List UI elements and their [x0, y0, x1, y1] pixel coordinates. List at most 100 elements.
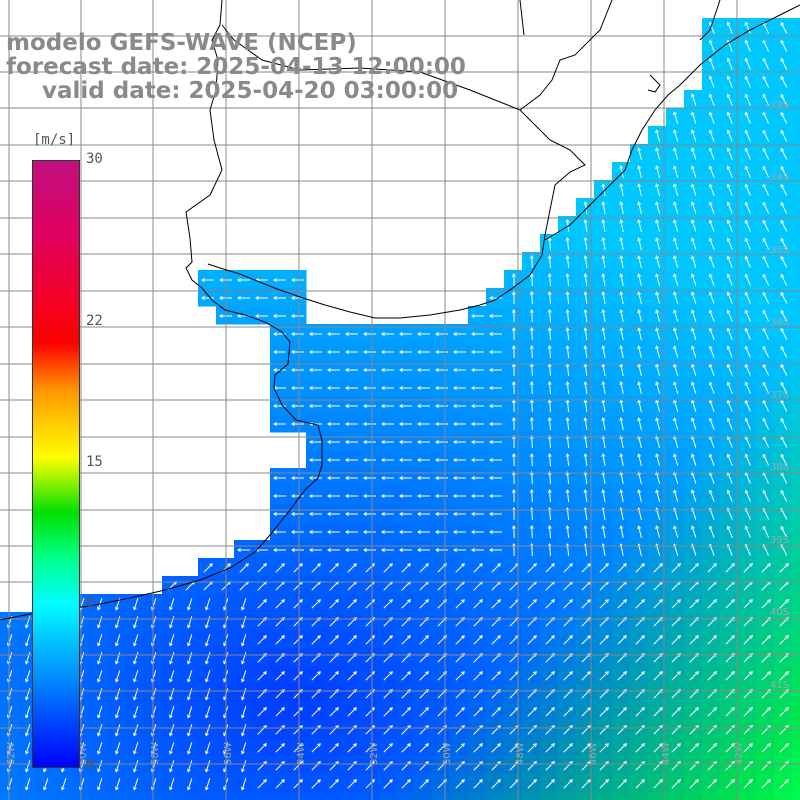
wind-arrow — [690, 489, 697, 502]
latitude-label: 38S — [770, 462, 789, 473]
speed-cell — [576, 342, 595, 361]
speed-cell — [792, 126, 800, 145]
speed-cell — [540, 450, 559, 469]
speed-cell — [234, 612, 253, 631]
wind-arrow — [204, 688, 211, 701]
wind-arrow — [453, 332, 466, 336]
wind-arrow — [780, 489, 788, 502]
wind-arrow — [708, 489, 715, 502]
wind-arrow — [690, 93, 697, 106]
speed-cell — [54, 774, 73, 793]
speed-cell — [486, 792, 505, 800]
speed-cell — [342, 450, 361, 469]
wind-arrow — [309, 494, 322, 498]
speed-cell — [648, 324, 667, 343]
wind-arrow — [725, 743, 735, 753]
speed-cell — [666, 756, 685, 775]
wind-arrow — [399, 548, 412, 552]
speed-cell — [666, 720, 685, 739]
speed-cell — [666, 288, 685, 307]
wind-arrow — [708, 165, 715, 178]
speed-cell — [540, 378, 559, 397]
wind-arrow — [655, 489, 661, 502]
speed-cell — [504, 414, 523, 433]
wind-arrow — [327, 404, 340, 408]
wind-arrow — [96, 634, 103, 647]
wind-arrow — [471, 494, 484, 498]
speed-cell — [378, 378, 397, 397]
speed-cell — [306, 468, 325, 487]
speed-cell — [414, 792, 433, 800]
speed-cell — [522, 288, 541, 307]
wind-arrow — [453, 494, 466, 498]
wind-arrow — [583, 255, 588, 269]
speed-cell — [288, 540, 307, 559]
speed-cell — [558, 216, 577, 235]
wind-arrow — [291, 386, 304, 390]
speed-cell — [594, 288, 613, 307]
speed-cell — [720, 774, 739, 793]
wind-arrow — [583, 219, 588, 233]
speed-cell — [252, 288, 271, 307]
wind-arrow — [708, 471, 715, 484]
speed-cell — [612, 198, 631, 217]
speed-cell — [378, 702, 397, 721]
wind-arrow — [435, 332, 448, 336]
wind-arrow — [565, 471, 570, 485]
wind-arrow — [762, 309, 770, 322]
wind-arrow — [168, 670, 175, 683]
longitude-label: 62W — [6, 742, 17, 765]
wind-arrow — [637, 309, 642, 322]
wind-arrow — [565, 273, 570, 287]
wind-arrow — [309, 548, 322, 552]
wind-arrow — [619, 273, 624, 286]
wind-arrow — [327, 530, 340, 534]
speed-cell — [486, 396, 505, 415]
wind-arrow — [489, 296, 502, 300]
speed-cell — [504, 774, 523, 793]
colorbar-tick-label: 30 — [86, 151, 103, 167]
wind-arrow — [132, 724, 139, 737]
coastline-path — [0, 0, 800, 621]
wind-arrow — [255, 314, 268, 318]
speed-cell — [648, 288, 667, 307]
wind-arrow — [563, 743, 573, 753]
speed-cell — [216, 702, 235, 721]
wind-arrow — [671, 635, 681, 645]
wind-arrow — [780, 255, 788, 268]
speed-cell — [270, 558, 289, 577]
wind-arrow — [291, 494, 304, 498]
speed-cell — [594, 540, 613, 559]
speed-cell — [576, 738, 595, 757]
speed-cell — [738, 756, 757, 775]
wind-arrow — [489, 422, 502, 426]
speed-cell — [126, 774, 145, 793]
speed-cell — [432, 738, 451, 757]
speed-cell — [450, 720, 469, 739]
speed-cell — [180, 792, 199, 800]
wind-arrow — [726, 255, 733, 268]
wind-arrow — [273, 350, 286, 354]
wind-arrow — [780, 129, 788, 142]
wind-arrow — [583, 489, 588, 503]
wind-arrow — [708, 147, 715, 160]
wind-arrow — [96, 760, 103, 773]
speed-cell — [666, 558, 685, 577]
speed-cell — [666, 774, 685, 793]
speed-cell — [720, 702, 739, 721]
speed-cell — [594, 342, 613, 361]
wind-arrow — [329, 599, 339, 609]
wind-arrow — [725, 707, 735, 717]
speed-cell — [684, 720, 703, 739]
speed-cell — [180, 648, 199, 667]
speed-cell — [522, 486, 541, 505]
wind-arrow — [417, 458, 430, 462]
wind-arrow — [690, 453, 697, 466]
speed-cell — [540, 594, 559, 613]
wind-arrow — [132, 670, 139, 683]
speed-cell — [792, 666, 800, 685]
wind-arrow — [329, 743, 339, 753]
speed-cell — [432, 378, 451, 397]
wind-arrow — [347, 563, 357, 573]
wind-arrow — [186, 616, 193, 629]
